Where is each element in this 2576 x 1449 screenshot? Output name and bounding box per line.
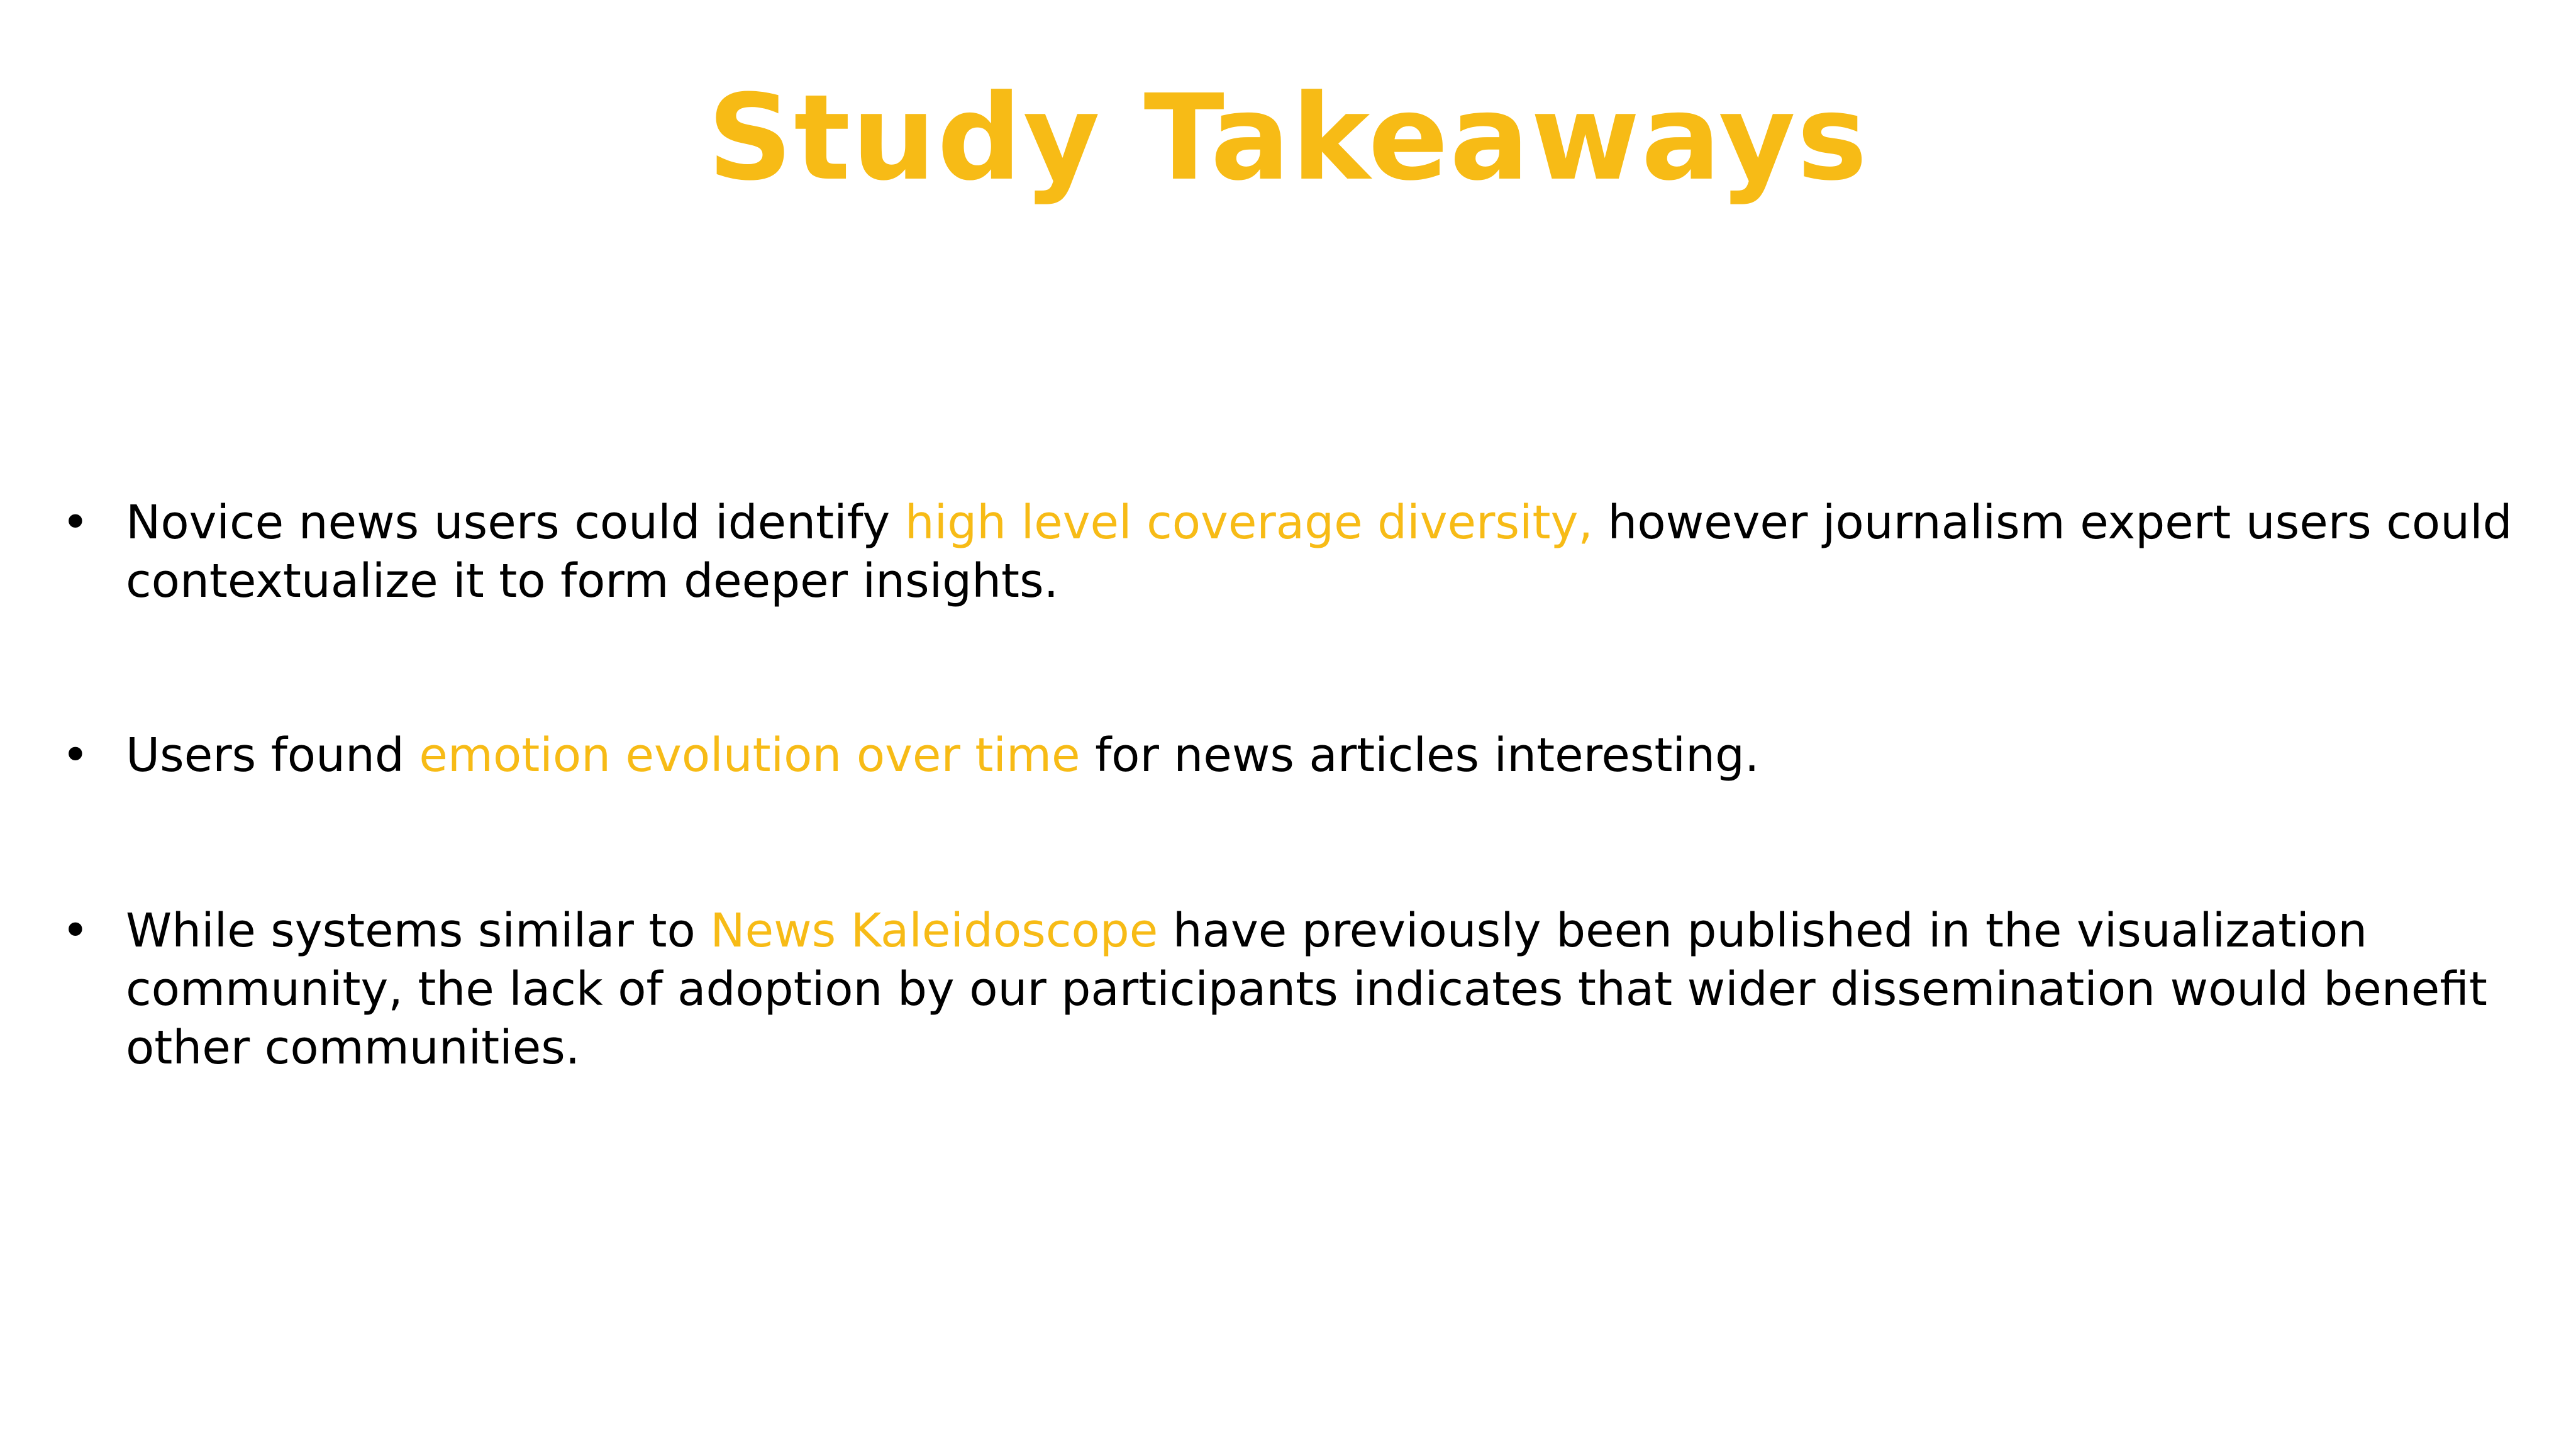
- bullet-marker: •: [62, 496, 89, 550]
- bullet-item-emotion-evolution: • Users found emotion evolution over tim…: [62, 726, 2566, 785]
- highlighted-phrase: high level coverage diversity,: [904, 496, 1593, 550]
- bullet-item-coverage-diversity: • Novice news users could identify high …: [62, 494, 2566, 611]
- bullet-text-segment: Novice news users could identify: [126, 496, 905, 550]
- bullet-text-segment: have previously been published in the vi…: [126, 904, 2487, 1075]
- bullet-text-segment: Users found: [126, 728, 419, 782]
- bullet-item-news-kaleidoscope: • While systems similar to News Kaleidos…: [62, 902, 2566, 1077]
- bullet-text-segment: however journalism expert users could co…: [126, 496, 2512, 608]
- bullet-text-segment: for news articles interesting.: [1080, 728, 1760, 782]
- bullet-marker: •: [62, 904, 89, 958]
- bullet-marker: •: [62, 728, 89, 782]
- highlighted-phrase: News Kaleidoscope: [710, 904, 1158, 958]
- bullet-text-segment: While systems similar to: [126, 904, 711, 958]
- highlighted-phrase: emotion evolution over time: [419, 728, 1080, 782]
- slide-title: Study Takeaways: [707, 69, 1869, 207]
